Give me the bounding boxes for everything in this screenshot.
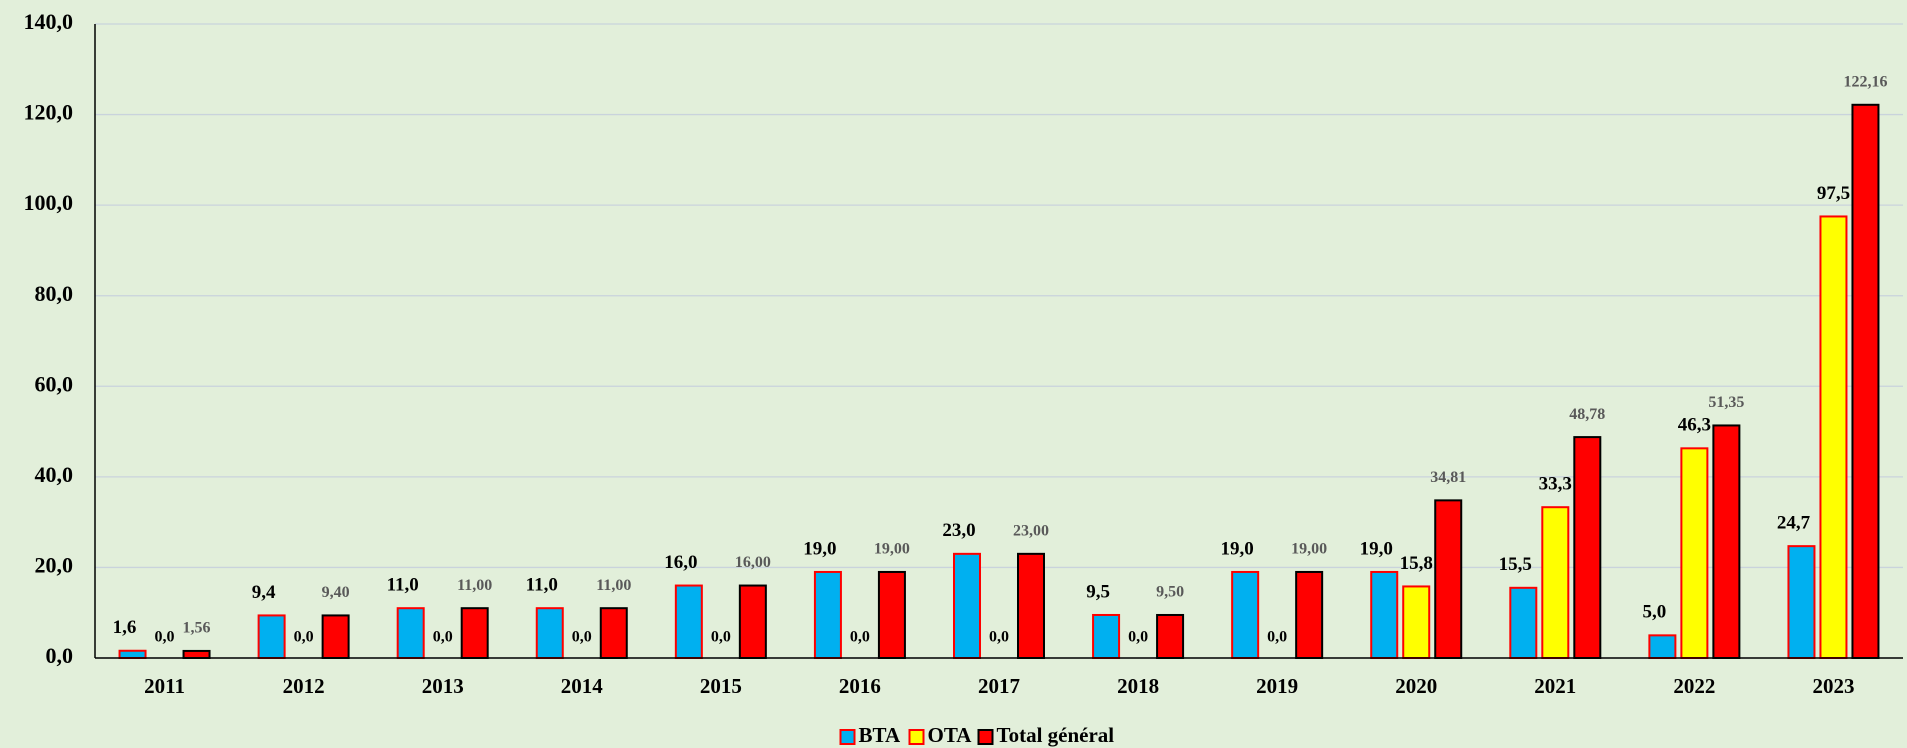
bar (182, 649, 211, 659)
legend-swatch (977, 729, 994, 745)
bar (1231, 570, 1260, 660)
bar (1819, 215, 1848, 659)
data-label: 0,0 (155, 629, 175, 646)
data-label: 16,0 (664, 552, 697, 573)
bar (118, 649, 147, 659)
bar (1648, 634, 1677, 659)
bar (1295, 570, 1324, 660)
x-tick-label: 2012 (283, 674, 325, 698)
bar (321, 614, 350, 660)
bar (1851, 103, 1880, 659)
data-label: 11,0 (387, 575, 419, 596)
data-label: 11,00 (457, 577, 492, 594)
bar (1434, 499, 1463, 660)
data-label: 19,00 (874, 541, 910, 558)
x-tick-label: 2013 (422, 674, 464, 698)
data-label: 9,5 (1086, 581, 1110, 602)
x-tick-label: 2018 (1117, 674, 1159, 698)
bar (877, 570, 906, 660)
data-label: 122,16 (1843, 73, 1887, 90)
bar (1156, 613, 1185, 660)
bar (953, 552, 981, 659)
data-label: 23,00 (1013, 523, 1049, 540)
bar (813, 570, 842, 660)
data-label: 0,0 (989, 629, 1009, 646)
bar (1509, 586, 1538, 659)
bar (674, 584, 703, 659)
data-label: 9,50 (1156, 584, 1184, 601)
y-tick-label: 60,0 (35, 371, 74, 396)
data-label: 11,00 (596, 577, 631, 594)
data-label: 24,7 (1777, 513, 1811, 534)
y-tick-label: 140,0 (24, 9, 74, 34)
data-label: 0,0 (572, 629, 592, 646)
legend-label: Total général (997, 723, 1115, 747)
x-tick-label: 2016 (839, 674, 881, 698)
data-label: 0,0 (1267, 629, 1287, 646)
data-label: 46,3 (1678, 415, 1711, 436)
y-tick-label: 120,0 (24, 100, 74, 125)
bar (1573, 436, 1602, 659)
data-label: 0,0 (711, 629, 731, 646)
data-label: 97,5 (1817, 183, 1850, 204)
legend-swatch (839, 729, 856, 745)
x-tick-label: 2020 (1395, 674, 1437, 698)
data-label: 0,0 (294, 629, 314, 646)
y-tick-label: 0,0 (46, 643, 74, 668)
x-tick-label: 2019 (1256, 674, 1298, 698)
data-label: 23,0 (942, 520, 975, 541)
data-label: 51,35 (1708, 394, 1744, 411)
x-tick-label: 2014 (561, 674, 604, 698)
x-tick-label: 2017 (978, 674, 1020, 698)
data-label: 9,4 (252, 582, 276, 603)
data-label: 0,0 (433, 629, 453, 646)
bar (257, 614, 286, 660)
bar (1092, 613, 1121, 660)
bar (460, 607, 489, 660)
x-tick-label: 2023 (1812, 674, 1854, 698)
data-label: 19,0 (1360, 538, 1393, 559)
data-label: 0,0 (850, 629, 870, 646)
data-label: 5,0 (1643, 602, 1667, 623)
bar (1541, 506, 1570, 659)
y-tick-label: 20,0 (35, 552, 74, 577)
bar (738, 584, 767, 659)
data-label: 34,81 (1430, 469, 1466, 486)
data-label: 15,5 (1499, 554, 1532, 575)
data-label: 1,6 (113, 617, 137, 638)
bar (1370, 570, 1399, 660)
y-tick-label: 80,0 (35, 281, 74, 306)
bar (396, 607, 425, 660)
bar (1402, 585, 1431, 659)
data-label: 0,0 (1128, 629, 1148, 646)
bar (1680, 447, 1709, 659)
legend-label: BTA (859, 723, 901, 747)
data-label: 19,00 (1291, 541, 1327, 558)
legend-swatch (908, 729, 925, 745)
data-label: 33,3 (1539, 474, 1572, 495)
bar (1017, 552, 1045, 659)
data-label: 16,00 (735, 554, 771, 571)
bar (1787, 545, 1816, 659)
y-tick-label: 100,0 (24, 190, 74, 215)
data-label: 9,40 (322, 584, 350, 601)
legend-label: OTA (928, 723, 973, 747)
x-tick-label: 2021 (1534, 674, 1576, 698)
data-label: 11,0 (526, 575, 558, 596)
y-tick-label: 40,0 (35, 462, 74, 487)
bar (1712, 424, 1741, 659)
bar (535, 607, 564, 660)
data-label: 48,78 (1569, 406, 1605, 423)
data-label: 15,8 (1400, 553, 1433, 574)
x-tick-label: 2022 (1673, 674, 1715, 698)
data-label: 19,0 (803, 538, 836, 559)
data-label: 19,0 (1221, 538, 1254, 559)
data-label: 1,56 (183, 620, 211, 637)
x-tick-label: 2011 (144, 674, 185, 698)
x-tick-label: 2015 (700, 674, 742, 698)
bar (599, 607, 628, 660)
